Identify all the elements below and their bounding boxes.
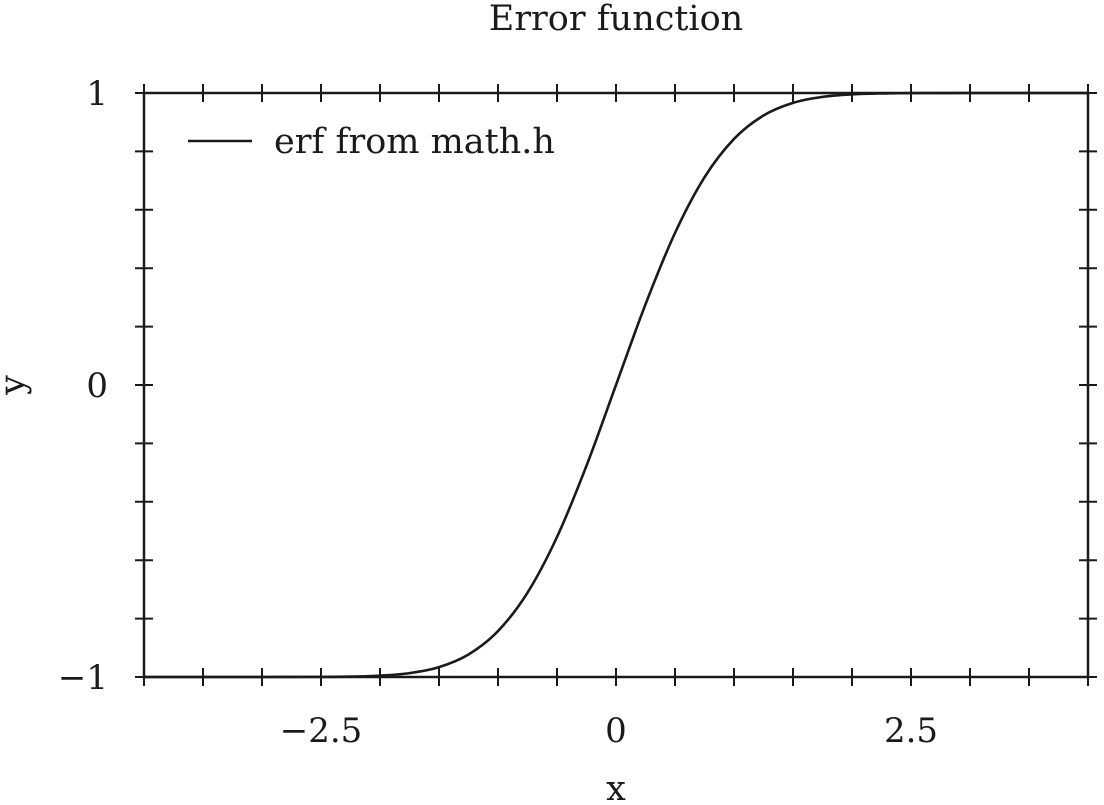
y-tick-label: −1 [58,658,108,698]
y-axis-label: y [0,375,33,396]
series-layer [144,91,1088,679]
legend: erf from math.h [188,122,555,162]
y-tick-label: 1 [86,74,108,114]
chart-title: Error function [489,0,743,39]
x-tick-label: −2.5 [280,711,363,751]
x-axis-label: x [606,769,626,805]
x-tick-label: 0 [605,711,627,751]
plot-frame [142,91,1090,679]
tick-labels-layer: −2.5 0 2.5 −1 0 1 [58,74,938,751]
x-tick-label: 2.5 [884,711,938,751]
y-tick-label: 0 [86,366,108,406]
series-line-erf [144,91,1088,679]
legend-label: erf from math.h [274,122,555,162]
